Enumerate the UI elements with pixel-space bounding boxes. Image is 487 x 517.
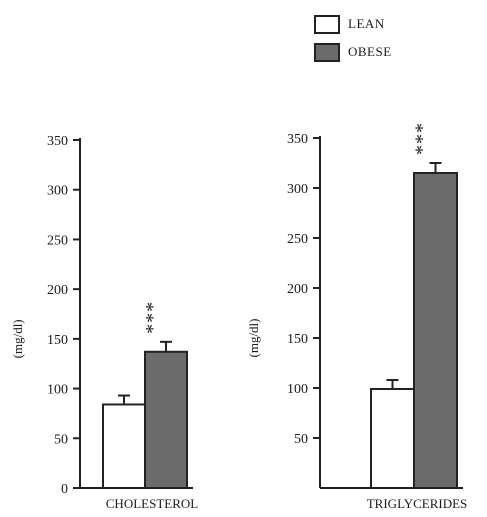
cholesterol-y-tick-label: 50 [54,432,68,447]
triglycerides-x-category-label: TRIGLYCERIDES [367,496,468,511]
triglycerides-y-tick-label: 300 [287,182,308,197]
cholesterol-bar-obese [144,350,188,490]
legend-item-obese: OBESE [314,40,392,64]
triglycerides-y-axis-label: (mg/dl) [246,319,261,358]
legend-label-obese: OBESE [348,44,392,59]
legend-item-lean: LEAN [314,12,392,36]
cholesterol-y-tick-label: 0 [61,482,68,497]
triglycerides-y-tick-label: 150 [287,332,308,347]
triglycerides-y-tick-label: 50 [294,432,308,447]
triglycerides-y-tick-label: 100 [287,382,308,397]
cholesterol-x-category-label: CHOLESTEROL [106,496,199,511]
cholesterol-y-tick-label: 250 [47,233,68,248]
cholesterol-y-tick-label: 100 [47,383,68,398]
cholesterol-significance-label: *** [142,301,164,334]
cholesterol-y-tick-label: 200 [47,283,68,298]
cholesterol-y-tick-label: 300 [47,184,68,199]
triglycerides-y-tick-label: 350 [287,132,308,147]
triglycerides-y-tick-label: 200 [287,282,308,297]
triglycerides-bar-obese [413,172,458,489]
legend-swatch-lean [314,14,340,34]
triglycerides-significance-label: *** [412,122,434,155]
legend: LEAN OBESE [314,12,392,68]
cholesterol-y-axis-label: (mg/dl) [10,319,25,358]
triglycerides-bar-lean [370,388,415,489]
cholesterol-bar-lean [102,403,146,490]
legend-swatch-obese [314,42,340,62]
legend-label-lean: LEAN [348,16,385,31]
cholesterol-y-tick-label: 350 [47,134,68,149]
triglycerides-y-tick-label: 250 [287,232,308,247]
cholesterol-y-tick-label: 150 [47,333,68,348]
